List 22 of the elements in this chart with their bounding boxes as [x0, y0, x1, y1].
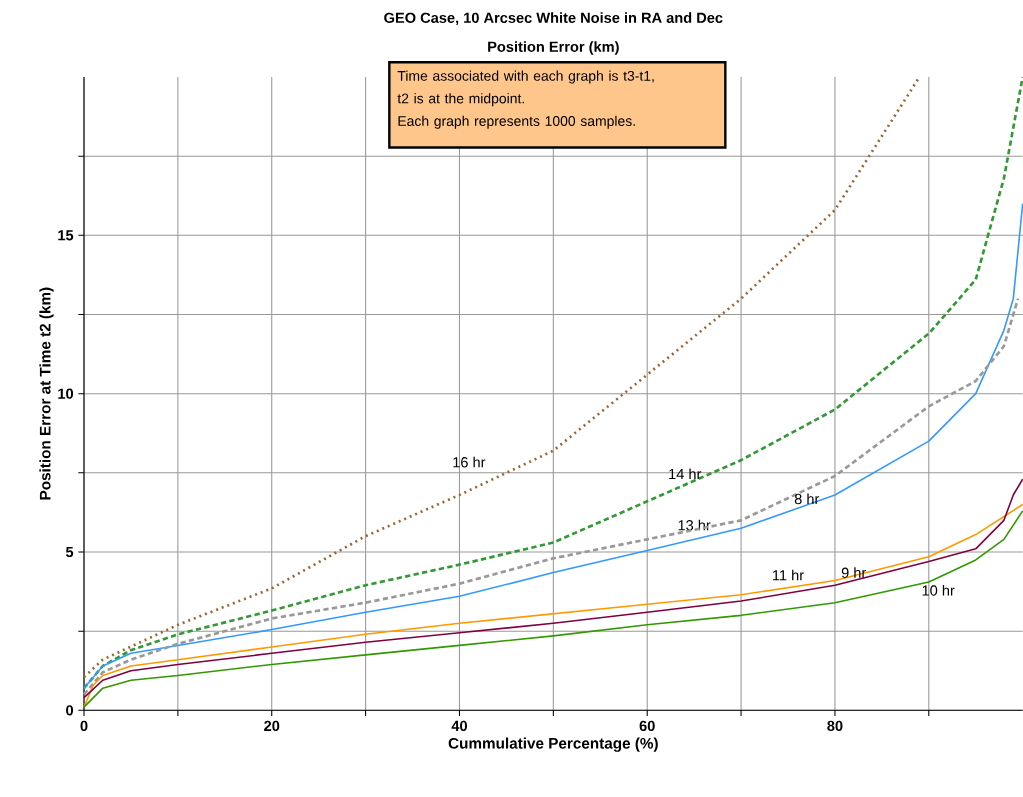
- y-tick-label: 15: [58, 230, 74, 241]
- x-tick-label: 20: [264, 720, 280, 732]
- line-series: [83, 202, 1023, 689]
- annotation: t2 is at the midpoint.: [397, 93, 524, 107]
- x-tick-label: 80: [827, 720, 843, 732]
- series-label: 14 hr: [669, 468, 702, 480]
- y-axis-title: Position Error at Time t2 (km): [39, 287, 54, 500]
- y-tick-label: 5: [65, 546, 74, 558]
- x-tick-label: 60: [639, 720, 655, 732]
- x-axis-title: Cummulative Percentage (%): [448, 737, 658, 752]
- x-tick-label: 0: [80, 720, 88, 732]
- series-label: 10 hr: [922, 584, 955, 596]
- chart-title: GEO Case, 10 Arcsec White Noise in RA and Dec: [384, 12, 723, 26]
- y-tick-label: 10: [58, 388, 74, 399]
- y-tick-label: 0: [66, 705, 74, 716]
- series-label: 16 hr: [453, 456, 486, 468]
- annotation: Time associated with each graph is t3-t1,: [397, 70, 654, 84]
- series-label: 11 hr: [773, 569, 804, 581]
- x-tick-label: 40: [451, 720, 467, 732]
- chart-subtitle: Position Error (km): [488, 41, 619, 55]
- series-label: 8 hr: [794, 493, 820, 505]
- annotation: Each graph represents 1000 samples.: [398, 115, 635, 129]
